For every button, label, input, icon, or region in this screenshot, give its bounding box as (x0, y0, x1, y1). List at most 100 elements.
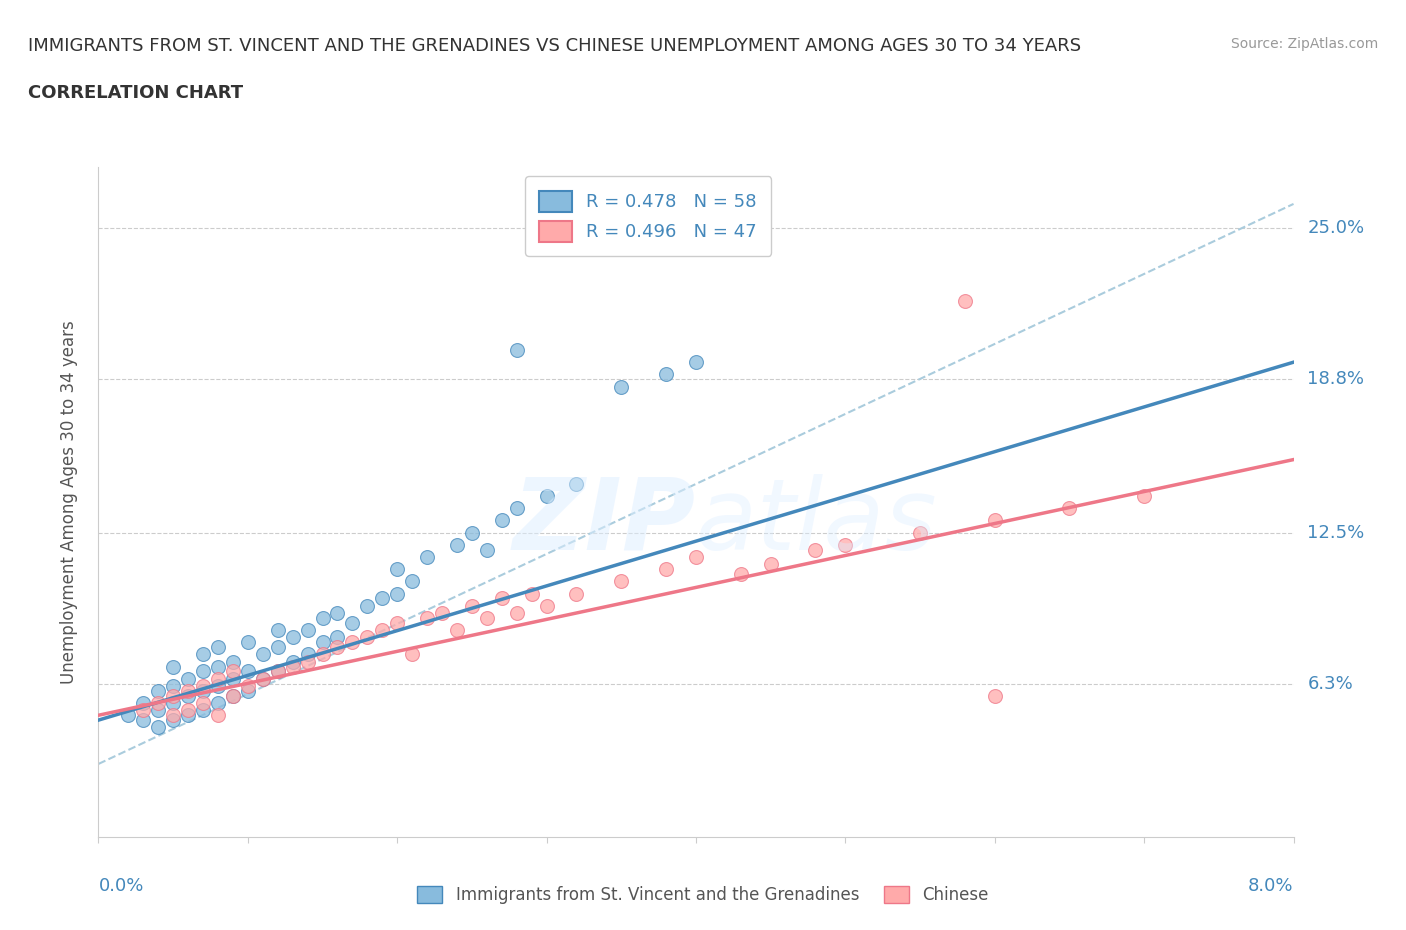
Text: 25.0%: 25.0% (1308, 219, 1365, 237)
Point (430, 605, 453, 620)
Point (207, 696, 229, 711)
Point (222, 671, 245, 686)
Point (655, 367, 678, 382)
Point (385, 586, 409, 601)
Point (148, 703, 170, 718)
Point (297, 647, 319, 662)
Point (191, 696, 214, 711)
Point (191, 679, 214, 694)
Y-axis label: Unemployment Among Ages 30 to 34 years: Unemployment Among Ages 30 to 34 years (59, 320, 77, 684)
Point (416, 550, 439, 565)
Point (297, 622, 319, 637)
Text: ZIP: ZIP (513, 473, 696, 571)
Point (342, 616, 364, 631)
Point (222, 664, 245, 679)
Point (267, 622, 290, 637)
Point (730, 566, 752, 581)
Text: 18.8%: 18.8% (1308, 370, 1364, 388)
Point (148, 684, 170, 698)
Text: 0.0%: 0.0% (98, 877, 143, 896)
Point (416, 610, 439, 625)
Point (297, 654, 319, 669)
Point (162, 712, 184, 727)
Point (565, 476, 588, 491)
Point (207, 640, 229, 655)
Point (207, 679, 229, 694)
Point (908, 525, 931, 540)
Point (281, 630, 304, 644)
Point (506, 501, 529, 516)
Point (536, 598, 558, 613)
Legend: R = 0.478   N = 58, R = 0.496   N = 47: R = 0.478 N = 58, R = 0.496 N = 47 (524, 177, 772, 256)
Point (191, 684, 214, 698)
Point (236, 635, 259, 650)
Point (983, 513, 1005, 528)
Point (267, 640, 290, 655)
Point (401, 647, 423, 662)
Point (655, 562, 678, 577)
Point (177, 684, 200, 698)
Point (371, 591, 394, 605)
Point (311, 647, 333, 662)
Point (506, 605, 529, 620)
Point (222, 688, 245, 703)
Point (236, 679, 259, 694)
Point (281, 654, 304, 669)
Point (461, 598, 484, 613)
Point (191, 647, 214, 662)
Point (162, 708, 184, 723)
Point (610, 379, 633, 394)
Point (385, 616, 409, 631)
Point (685, 354, 707, 369)
Point (252, 671, 274, 686)
Point (356, 630, 378, 644)
Point (252, 671, 274, 686)
Point (311, 610, 333, 625)
Point (132, 712, 155, 727)
Point (207, 708, 229, 723)
Point (148, 696, 170, 711)
Point (177, 708, 200, 723)
Point (983, 688, 1005, 703)
Point (207, 659, 229, 674)
Point (311, 635, 333, 650)
Text: atlas: atlas (696, 473, 938, 571)
Point (177, 688, 200, 703)
Point (267, 664, 290, 679)
Point (610, 574, 633, 589)
Point (685, 550, 707, 565)
Point (326, 605, 349, 620)
Point (252, 647, 274, 662)
Text: 12.5%: 12.5% (1308, 524, 1365, 541)
Point (236, 664, 259, 679)
Point (326, 630, 349, 644)
Point (162, 696, 184, 711)
Point (117, 708, 139, 723)
Point (342, 635, 364, 650)
Point (536, 488, 558, 503)
Point (491, 513, 513, 528)
Point (1133, 488, 1156, 503)
Point (191, 703, 214, 718)
Point (162, 679, 184, 694)
Point (491, 591, 513, 605)
Point (759, 557, 782, 572)
Point (267, 664, 290, 679)
Point (461, 525, 484, 540)
Point (475, 610, 498, 625)
Point (446, 622, 468, 637)
Point (953, 294, 976, 309)
Point (356, 598, 378, 613)
Point (281, 659, 304, 674)
Point (132, 703, 155, 718)
Point (222, 654, 245, 669)
Point (162, 688, 184, 703)
Text: IMMIGRANTS FROM ST. VINCENT AND THE GRENADINES VS CHINESE UNEMPLOYMENT AMONG AGE: IMMIGRANTS FROM ST. VINCENT AND THE GREN… (28, 37, 1081, 55)
Point (177, 703, 200, 718)
Point (506, 342, 529, 357)
Point (326, 640, 349, 655)
Point (385, 562, 409, 577)
Text: CORRELATION CHART: CORRELATION CHART (28, 84, 243, 101)
Point (401, 574, 423, 589)
Point (222, 688, 245, 703)
